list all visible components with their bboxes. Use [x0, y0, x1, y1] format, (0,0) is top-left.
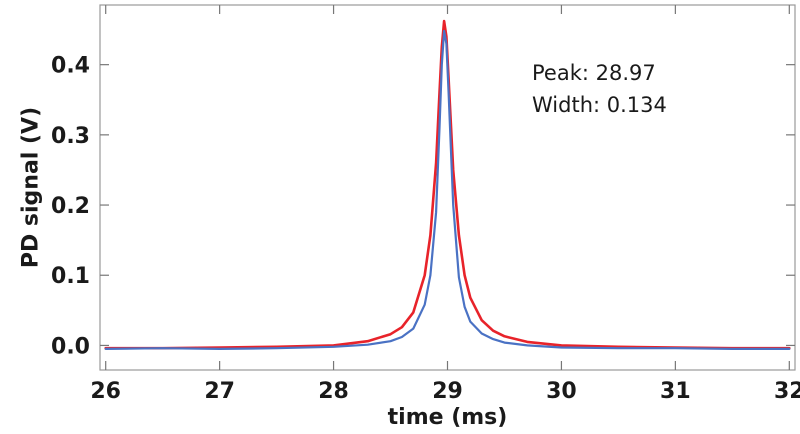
y-tick-label: 0.1 [51, 264, 90, 289]
series-line-measured [104, 29, 791, 350]
width-annotation: Width: 0.134 [532, 93, 667, 117]
y-tick-label: 0.3 [51, 124, 90, 149]
x-tick-label: 29 [432, 379, 463, 404]
y-tick-label: 0.0 [51, 334, 90, 359]
y-axis-title: PD signal (V) [19, 107, 44, 268]
x-tick-label: 27 [204, 379, 235, 404]
x-tick-label: 31 [660, 379, 691, 404]
x-tick-label: 30 [546, 379, 577, 404]
y-axis-ticks: 0.0 0.1 0.2 0.3 0.4 [51, 54, 795, 359]
x-axis-ticks: 26 27 28 29 30 31 32 [90, 5, 800, 404]
y-tick-label: 0.2 [51, 194, 90, 219]
peak-annotation: Peak: 28.97 [532, 61, 656, 85]
y-tick-label: 0.4 [51, 54, 90, 79]
x-tick-label: 28 [318, 379, 349, 404]
series-layer [104, 19, 791, 350]
x-axis-title: time (ms) [388, 405, 508, 430]
series-line-fit [104, 19, 791, 350]
x-tick-label: 26 [90, 379, 121, 404]
x-tick-label: 32 [774, 379, 800, 404]
